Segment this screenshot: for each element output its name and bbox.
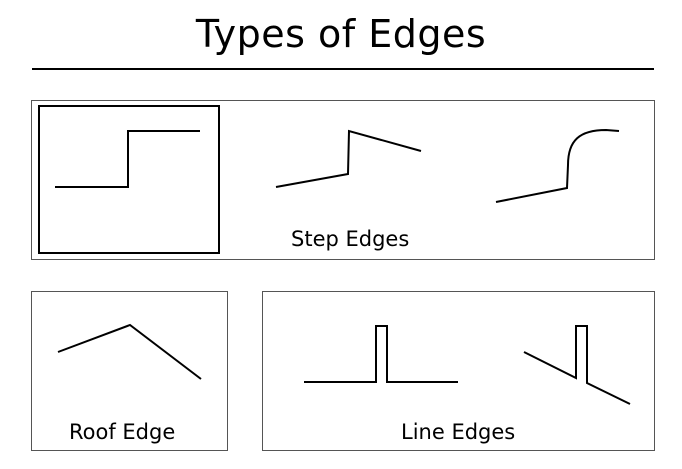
step-edge-highlight-box (38, 105, 220, 254)
roof-edge-profile (57, 323, 202, 380)
ideal-line-edge-profile (304, 325, 458, 383)
step-edges-caption: Step Edges (291, 227, 410, 251)
smooth-step-edge-profile (495, 128, 620, 203)
slanted-step-edge-profile (275, 129, 422, 188)
diagram-title: Types of Edges (195, 12, 487, 56)
roof-edge-caption: Roof Edge (69, 420, 176, 444)
slanted-line-edge-profile (523, 325, 631, 405)
step-edges-panel (31, 100, 655, 260)
ideal-step-edge-profile (55, 130, 200, 188)
roof-edge-panel (31, 291, 228, 451)
title-underline (32, 68, 654, 70)
line-edges-caption: Line Edges (401, 420, 516, 444)
line-edges-panel (262, 291, 655, 451)
